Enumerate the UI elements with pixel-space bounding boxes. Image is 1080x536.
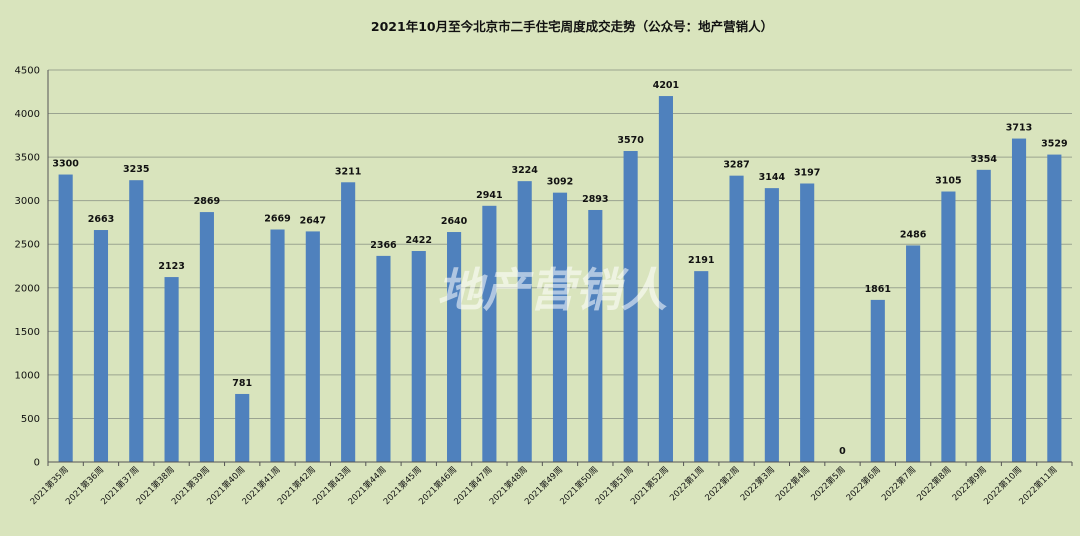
y-tick-label: 0 (34, 458, 40, 469)
data-label: 0 (839, 446, 846, 457)
data-label: 3092 (547, 177, 573, 188)
bar (129, 180, 144, 462)
y-tick-label: 4500 (15, 66, 40, 77)
y-tick-label: 2000 (15, 283, 40, 294)
bar (164, 277, 179, 462)
bar (870, 299, 885, 462)
bar (270, 229, 285, 462)
bar (235, 393, 250, 462)
x-tick-label: 2022第8周 (915, 464, 954, 503)
data-label: 3144 (759, 172, 786, 183)
data-label: 3529 (1041, 139, 1067, 150)
bar (58, 174, 73, 463)
data-label: 1861 (865, 284, 891, 295)
data-label: 4201 (653, 80, 679, 91)
watermark-logo: 地产营销人 (437, 263, 667, 317)
bar (1011, 138, 1027, 462)
bar (199, 212, 214, 462)
bars (58, 96, 1062, 463)
bar (694, 271, 709, 462)
bar (976, 169, 991, 462)
y-tick-label: 4000 (15, 109, 40, 120)
bar (729, 175, 744, 462)
y-tick-label: 1500 (15, 327, 40, 338)
x-tick-label: 2022第4周 (773, 464, 812, 503)
y-tick-label: 2500 (15, 240, 40, 251)
bar (588, 209, 603, 462)
bar (93, 230, 109, 462)
data-label: 2123 (158, 261, 184, 272)
y-tick-label: 1000 (15, 370, 40, 381)
data-label: 3105 (935, 176, 961, 187)
x-tick-label: 2022第2周 (703, 464, 742, 503)
data-label: 3235 (123, 164, 149, 175)
y-tick-label: 500 (21, 414, 40, 425)
data-label: 2647 (300, 215, 326, 226)
data-label: 3300 (52, 159, 79, 170)
bar (517, 181, 532, 462)
bar (341, 182, 356, 462)
data-label: 2486 (900, 229, 927, 240)
bar (447, 232, 462, 462)
bar (1047, 154, 1062, 462)
data-label: 3713 (1006, 123, 1032, 134)
x-tick-label: 2021第52周 (628, 464, 671, 507)
data-label: 3211 (335, 166, 361, 177)
x-tick-label: 2022第1周 (667, 464, 706, 503)
bar (658, 96, 673, 463)
data-label: 2191 (688, 255, 714, 266)
y-tick-label: 3000 (15, 196, 40, 207)
data-label: 2422 (406, 235, 432, 246)
data-label: 3570 (617, 135, 644, 146)
bar (376, 255, 391, 462)
x-tick-label: 2022第11周 (1017, 464, 1060, 507)
data-label: 781 (232, 378, 252, 389)
data-label: 2366 (370, 240, 397, 251)
data-labels: 3300 2663 3235 2123 2869 781 2669 2647 3211 2366 2… (52, 80, 1067, 457)
data-label: 3197 (794, 168, 820, 179)
data-label: 2893 (582, 194, 608, 205)
bar (906, 245, 921, 462)
x-tick-label: 2022第7周 (879, 464, 918, 503)
bar (764, 188, 779, 462)
bar (482, 205, 497, 463)
data-label: 2663 (88, 214, 114, 225)
data-label: 3354 (970, 154, 997, 165)
data-label: 2869 (194, 196, 220, 207)
bar (305, 231, 320, 462)
data-label: 2640 (441, 216, 468, 227)
x-tick-label: 2022第5周 (809, 464, 848, 503)
bar (800, 183, 815, 462)
data-label: 2941 (476, 190, 502, 201)
bar (411, 251, 426, 462)
x-tick-label: 2022第3周 (738, 464, 777, 503)
data-label: 3287 (723, 160, 749, 171)
data-label: 2669 (264, 214, 290, 225)
y-tick-label: 3500 (15, 153, 40, 164)
bar (623, 151, 638, 462)
chart-title: 2021年10月至今北京市二手住宅周度成交走势（公众号：地产营销人） (371, 19, 773, 34)
x-tick-label: 2022第6周 (844, 464, 883, 503)
bar (552, 192, 568, 462)
x-tick-label: 2022第9周 (950, 464, 989, 503)
data-label: 3224 (511, 165, 538, 176)
bar (941, 191, 956, 462)
